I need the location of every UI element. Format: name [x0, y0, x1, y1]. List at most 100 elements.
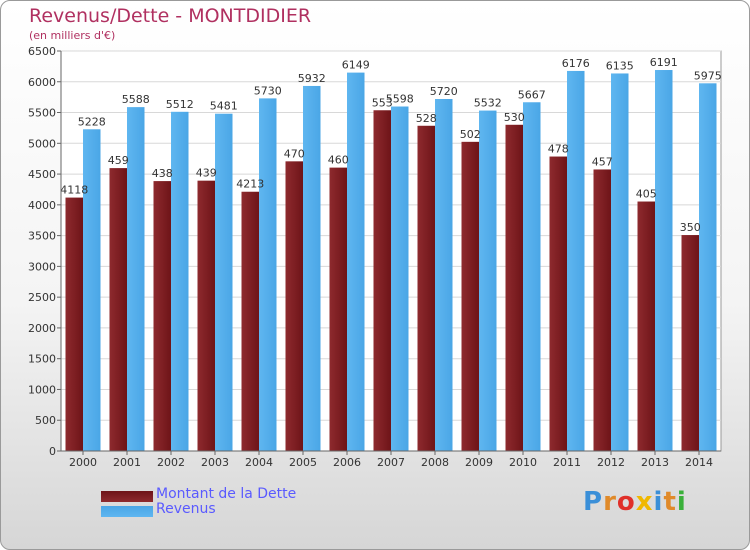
bar-revenue [259, 98, 277, 451]
x-tick-label: 2007 [377, 456, 405, 469]
bar-revenue [215, 113, 233, 451]
bar-revenue [479, 110, 497, 452]
data-label-debt: 553 [372, 96, 393, 109]
y-tick-label: 0 [49, 445, 56, 458]
y-tick-label: 2500 [28, 291, 56, 304]
x-tick-label: 2010 [509, 456, 537, 469]
x-tick-label: 2011 [553, 456, 581, 469]
x-tick-label: 2000 [69, 456, 97, 469]
bar-debt [197, 180, 215, 451]
logo-letter: x [635, 487, 654, 517]
data-label-debt: 502 [460, 128, 481, 141]
y-tick-label: 4000 [28, 199, 56, 212]
bar-revenue [611, 73, 629, 451]
y-tick-label: 1500 [28, 353, 56, 366]
data-label-debt: 4118 [60, 184, 88, 197]
bar-debt [153, 181, 171, 452]
data-label-revenue: 5730 [254, 84, 282, 97]
legend-label-debt: Montant de la Dette [156, 486, 297, 502]
data-label-debt: 528 [416, 112, 437, 125]
bar-debt [109, 168, 127, 451]
x-tick-label: 2003 [201, 456, 229, 469]
data-label-revenue: 5932 [298, 72, 326, 85]
logo-letter: i [653, 487, 664, 517]
x-tick-label: 2006 [333, 456, 361, 469]
bar-revenue [347, 72, 365, 451]
data-label-debt: 438 [152, 167, 173, 180]
data-label-debt: 405 [636, 188, 657, 201]
data-label-debt: 459 [108, 154, 129, 167]
bar-debt [417, 125, 435, 452]
data-label-debt: 530 [504, 111, 525, 124]
data-label-revenue: 6176 [562, 57, 590, 70]
data-label-revenue: 5228 [78, 115, 106, 128]
logo-letter: P [583, 487, 604, 517]
data-label-debt: 439 [196, 167, 217, 180]
bar-revenue [567, 70, 585, 451]
bar-revenue [435, 99, 453, 451]
legend-label-revenue: Revenus [156, 501, 216, 517]
legend-swatch-revenue [101, 506, 153, 517]
data-label-revenue: 5667 [518, 88, 546, 101]
y-tick-label: 5000 [28, 137, 56, 150]
bar-debt [461, 141, 479, 452]
data-label-revenue: 5532 [474, 97, 502, 110]
data-label-debt: 4213 [236, 178, 264, 191]
data-label-revenue: 5598 [386, 93, 414, 106]
y-tick-label: 1000 [28, 383, 56, 396]
data-label-revenue: 5975 [694, 69, 722, 82]
x-tick-label: 2012 [597, 456, 625, 469]
logo-letter: o [616, 487, 636, 517]
chart-subtitle: (en milliers d'€) [29, 29, 116, 42]
bar-debt [285, 161, 303, 452]
bar-debt [373, 110, 391, 451]
logo-letter: r [603, 487, 617, 517]
bar-debt [549, 156, 567, 452]
data-label-revenue: 5512 [166, 98, 194, 111]
bar-debt [241, 191, 259, 451]
bar-debt [593, 169, 611, 451]
data-label-revenue: 5588 [122, 93, 150, 106]
y-tick-label: 500 [35, 414, 56, 427]
data-label-revenue: 5481 [210, 100, 238, 113]
x-tick-label: 2013 [641, 456, 669, 469]
bar-debt [65, 197, 83, 451]
x-tick-label: 2004 [245, 456, 273, 469]
logo-letter: i [676, 487, 687, 517]
proxiti-logo: Proxiti [583, 487, 687, 517]
x-tick-label: 2008 [421, 456, 449, 469]
x-tick-label: 2002 [157, 456, 185, 469]
bar-debt [637, 201, 655, 451]
data-label-revenue: 6191 [650, 56, 678, 69]
bar-revenue [391, 106, 409, 451]
x-tick-label: 2001 [113, 456, 141, 469]
y-tick-label: 3500 [28, 230, 56, 243]
bar-debt [681, 235, 699, 451]
x-tick-label: 2009 [465, 456, 493, 469]
y-tick-label: 5500 [28, 107, 56, 120]
y-tick-label: 4500 [28, 168, 56, 181]
data-label-debt: 478 [548, 143, 569, 156]
bar-revenue [699, 83, 717, 452]
bar-revenue [655, 70, 673, 451]
bar-debt [505, 124, 523, 452]
bar-debt [329, 167, 347, 451]
y-tick-label: 3000 [28, 260, 56, 273]
y-tick-label: 2000 [28, 322, 56, 335]
data-label-debt: 457 [592, 155, 613, 168]
data-label-debt: 470 [284, 147, 305, 160]
x-tick-label: 2014 [685, 456, 713, 469]
chart-title: Revenus/Dette - MONTDIDIER [29, 5, 312, 27]
data-label-revenue: 6135 [606, 59, 634, 72]
bar-revenue [171, 111, 189, 452]
y-tick-label: 6000 [28, 76, 56, 89]
data-label-debt: 350 [680, 221, 701, 234]
x-tick-label: 2005 [289, 456, 317, 469]
bar-revenue [83, 129, 101, 451]
legend-swatch-debt [101, 491, 153, 502]
logo-letter: t [663, 487, 677, 517]
bar-revenue [523, 102, 541, 451]
bar-revenue [127, 107, 145, 451]
